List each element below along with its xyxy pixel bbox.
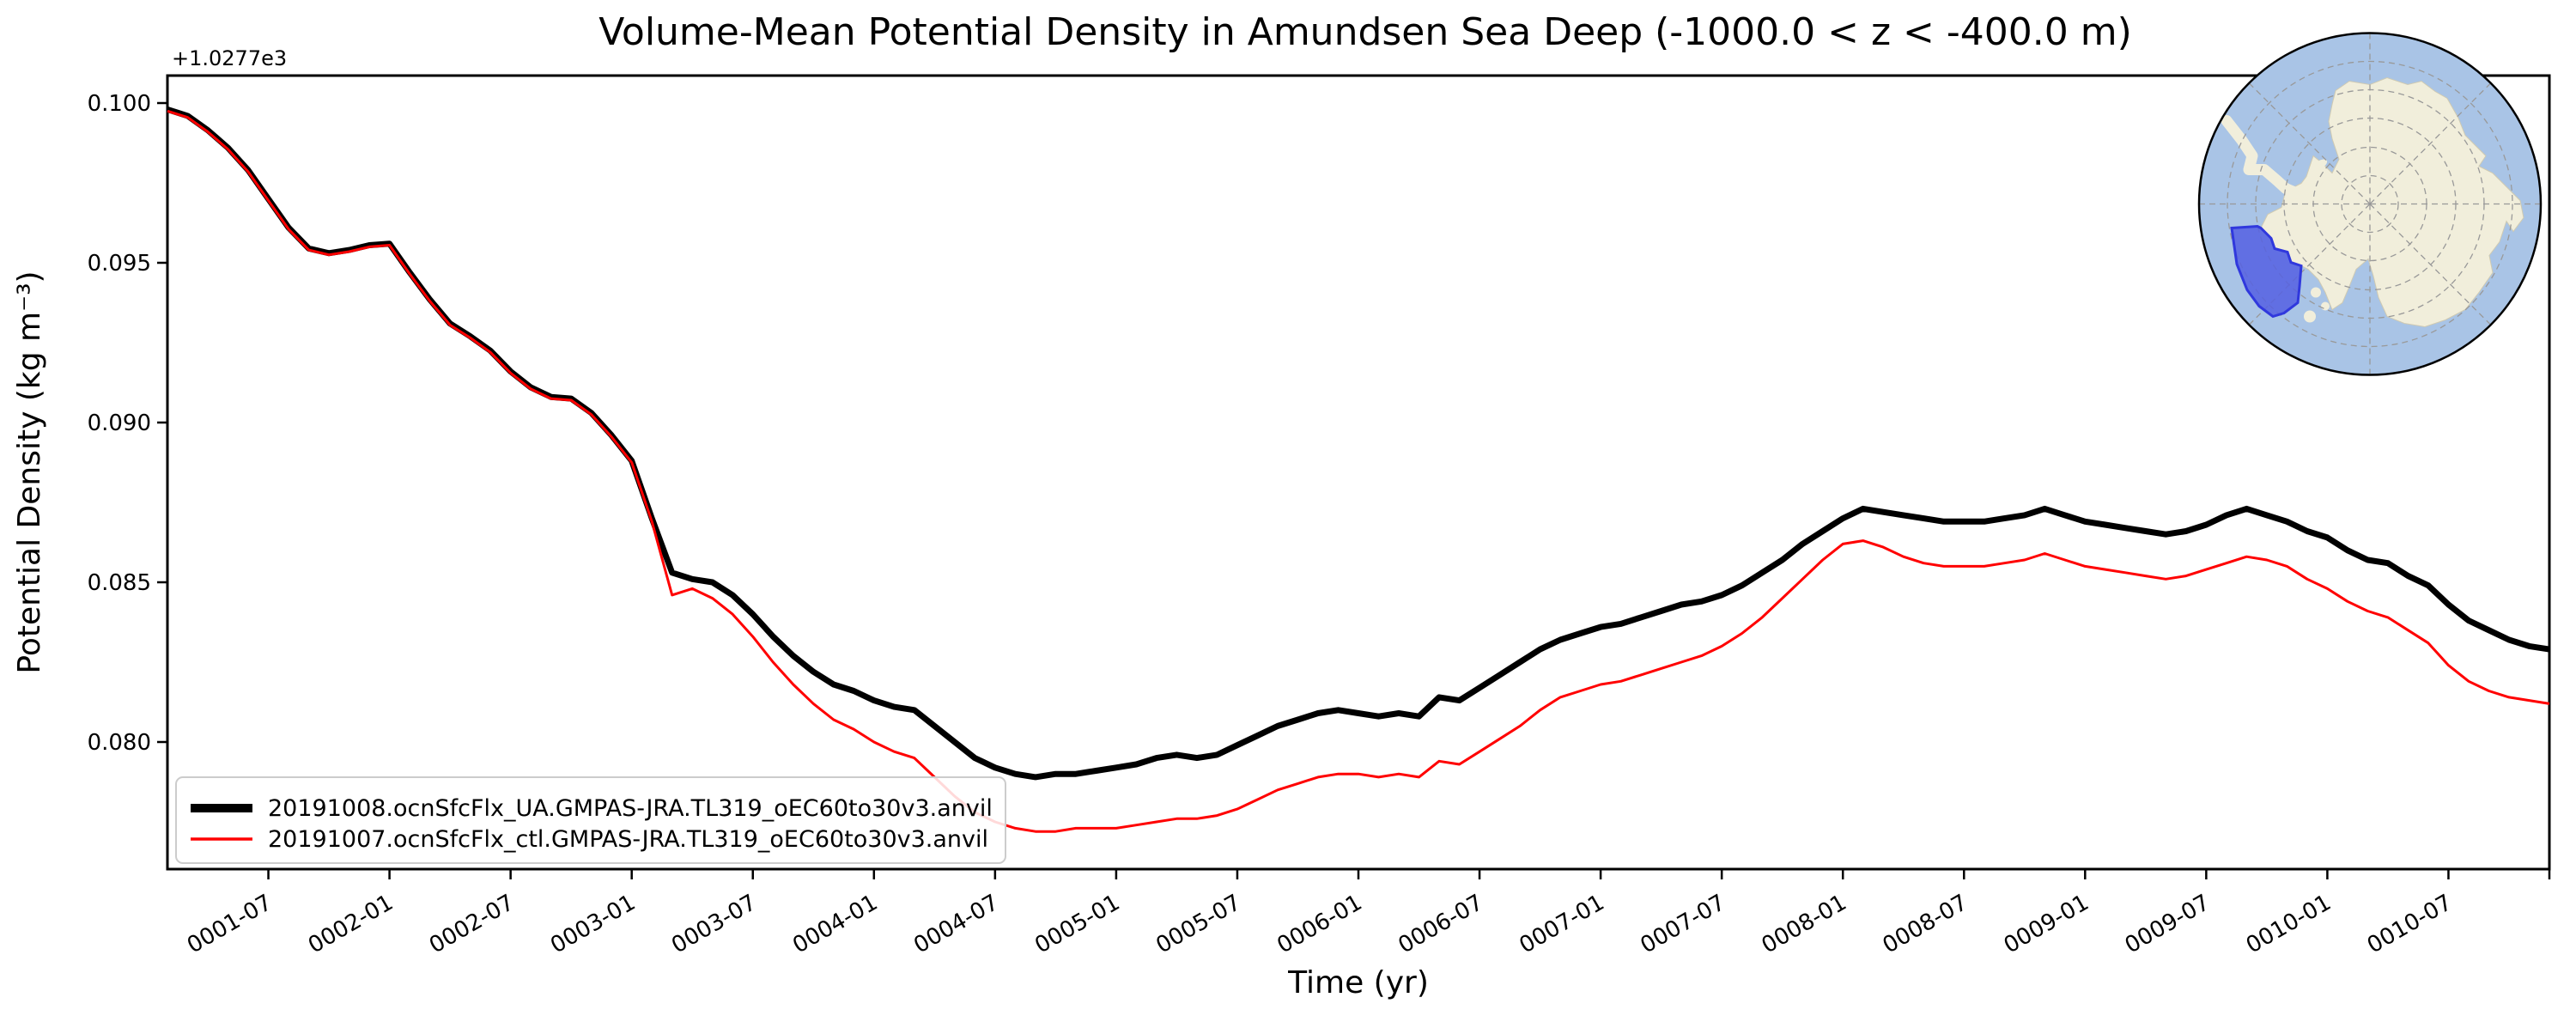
legend: 20191008.ocnSfcFlx_UA.GMPAS-JRA.TL319_oE… xyxy=(175,776,1006,864)
map-island xyxy=(2311,287,2321,298)
series-line-ctl xyxy=(167,109,2550,833)
y-tick-label: 0.095 xyxy=(88,251,151,277)
map-parallel xyxy=(2227,60,2513,348)
map-island xyxy=(2304,198,2312,207)
x-axis-label: Time (yr) xyxy=(1287,965,1429,1001)
map-islands xyxy=(2304,159,2330,323)
map-island xyxy=(2321,301,2330,311)
map-parallel xyxy=(2341,174,2399,234)
map-antarctic-peninsula xyxy=(2221,115,2304,199)
antarctica-inset-map xyxy=(2197,32,2543,376)
map-meridian xyxy=(2369,204,2492,325)
map-meridian xyxy=(2248,204,2371,325)
legend-label-ua: 20191008.ocnSfcFlx_UA.GMPAS-JRA.TL319_oE… xyxy=(268,795,993,822)
y-tick-label: 0.080 xyxy=(88,730,151,756)
map-amundsen-sea-highlight xyxy=(2230,224,2303,319)
y-axis-offset-text: +1.0277e3 xyxy=(172,46,287,70)
y-axis-label: Potential Density (kg m⁻³) xyxy=(12,271,47,673)
map-meridian xyxy=(2369,82,2492,204)
y-tick-label: 0.085 xyxy=(88,570,151,596)
legend-frame xyxy=(175,776,1006,864)
y-tick-label: 0.090 xyxy=(88,411,151,436)
legend-label-ctl: 20191007.ocnSfcFlx_ctl.GMPAS-JRA.TL319_o… xyxy=(268,826,988,853)
y-tick-label: 0.100 xyxy=(88,91,151,117)
map-island xyxy=(2312,159,2328,170)
plot-series xyxy=(166,106,2550,833)
map-graticule xyxy=(2199,33,2541,375)
series-line-ua xyxy=(166,106,2550,781)
map-outline xyxy=(2197,32,2543,376)
map-island xyxy=(2304,310,2316,323)
y-axis-ticks: 0.100 0.095 0.090 0.085 0.080 xyxy=(88,91,167,756)
chart-title: Volume-Mean Potential Density in Amundse… xyxy=(598,10,2132,54)
map-meridian xyxy=(2248,82,2371,204)
